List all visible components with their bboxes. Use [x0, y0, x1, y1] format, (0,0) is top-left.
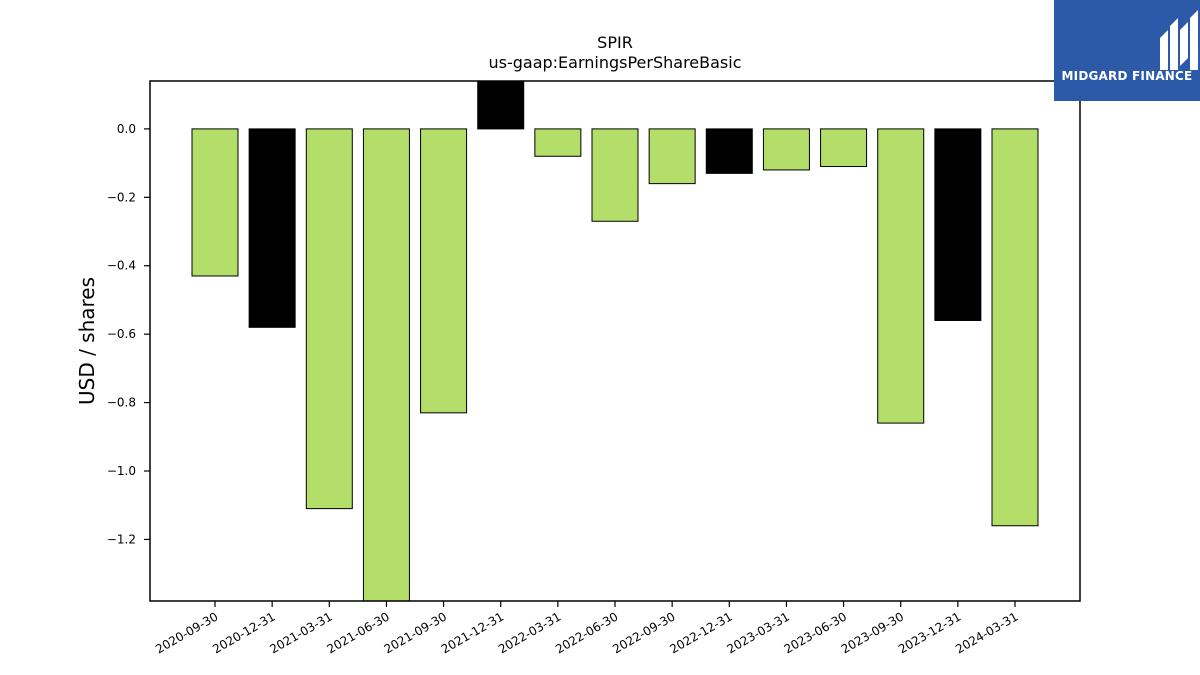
bar-2020-12-31 — [248, 128, 296, 328]
bar-2021-06-30 — [362, 128, 410, 601]
bar-2023-06-30 — [820, 128, 868, 168]
x-tick-label: 2022-12-31 — [667, 609, 734, 656]
x-tick-label: 2022-06-30 — [553, 609, 620, 656]
x-tick-label: 2020-12-31 — [210, 609, 277, 656]
bar-2022-03-31 — [534, 128, 582, 157]
y-tick-label: −0.2 — [107, 190, 136, 204]
bar-2022-09-30 — [648, 128, 696, 185]
x-tick-label: 2022-03-31 — [496, 609, 563, 656]
y-axis-label: USD / shares — [75, 277, 99, 405]
y-tick-label: −0.8 — [107, 396, 136, 410]
x-tick-label: 2023-12-31 — [896, 609, 963, 656]
y-tick-label: −0.4 — [107, 259, 136, 273]
x-tick-label: 2021-09-30 — [382, 609, 449, 656]
bar-2020-09-30 — [191, 128, 239, 277]
bar-2021-09-30 — [420, 128, 468, 414]
bar-2023-03-31 — [762, 128, 810, 171]
bar-2021-12-31 — [477, 81, 525, 130]
plot-frame — [149, 80, 1081, 602]
x-tick-label: 2023-03-31 — [725, 609, 792, 656]
bar-2021-03-31 — [305, 128, 353, 510]
x-tick-label: 2023-06-30 — [782, 609, 849, 656]
x-tick-label: 2022-09-30 — [610, 609, 677, 656]
chart-subtitle: us-gaap:EarningsPerShareBasic — [488, 53, 741, 72]
x-tick-label: 2023-09-30 — [839, 609, 906, 656]
x-tick-label: 2021-03-31 — [267, 609, 334, 656]
bar-2022-06-30 — [591, 128, 639, 222]
x-tick-label: 2021-12-31 — [439, 609, 506, 656]
logo-text: MIDGARD FINANCE — [1061, 69, 1193, 83]
x-tick-label: 2020-09-30 — [153, 609, 220, 656]
bar-2023-12-31 — [934, 128, 982, 321]
y-tick-label: 0.0 — [117, 122, 136, 136]
bar-2022-12-31 — [705, 128, 753, 174]
y-tick-label: −1.0 — [107, 464, 136, 478]
y-tick-label: −0.6 — [107, 327, 136, 341]
x-tick-label: 2024-03-31 — [953, 609, 1020, 656]
chart-title: SPIR — [597, 33, 633, 52]
y-tick-label: −1.2 — [107, 532, 136, 546]
logo-mark-icon — [1160, 10, 1198, 70]
bar-2024-03-31 — [991, 128, 1039, 527]
brand-logo: MIDGARD FINANCE — [1054, 0, 1200, 101]
bar-2023-09-30 — [877, 128, 925, 424]
x-tick-label: 2021-06-30 — [325, 609, 392, 656]
